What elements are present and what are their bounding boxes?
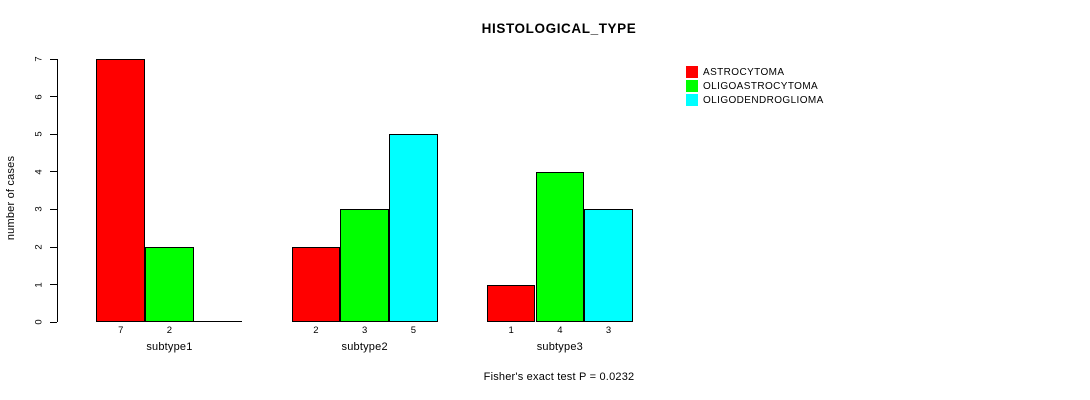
legend-swatch-icon <box>686 80 698 92</box>
bar-subtype2-astrocytoma <box>291 247 341 323</box>
y-tick-label: 4 <box>33 169 45 175</box>
y-tick-label: 2 <box>33 244 45 250</box>
y-axis-label: number of cases <box>5 155 17 241</box>
bar-value-label: 2 <box>166 325 173 337</box>
group-label-subtype1: subtype1 <box>146 341 193 354</box>
y-axis-tick <box>50 284 57 286</box>
chart-title: HISTOLOGICAL_TYPE <box>481 21 637 36</box>
y-axis-tick <box>50 96 57 98</box>
legend-row-oligoastrocytoma: OLIGOASTROCYTOMA <box>686 79 824 93</box>
y-axis-tick <box>50 133 57 135</box>
zero-height-bar-subtype1-oligodendroglioma <box>193 321 243 323</box>
y-tick-label: 3 <box>33 206 45 213</box>
y-tick-label: 5 <box>33 131 45 137</box>
bar-subtype2-oligodendroglioma <box>389 134 438 323</box>
y-axis-line <box>57 59 58 323</box>
y-tick-label: 1 <box>33 281 45 288</box>
y-axis-tick <box>50 58 57 60</box>
legend-label: OLIGODENDROGLIOMA <box>703 94 824 106</box>
group-label-subtype2: subtype2 <box>341 341 388 354</box>
bar-value-label: 2 <box>313 325 319 337</box>
y-axis-tick <box>50 321 57 323</box>
bar-subtype3-oligoastrocytoma <box>535 171 585 323</box>
bar-value-label: 5 <box>410 325 416 337</box>
y-tick-label: 6 <box>33 93 45 100</box>
bar-subtype1-astrocytoma <box>96 59 146 323</box>
y-tick-label: 0 <box>33 319 45 325</box>
bar-subtype3-oligodendroglioma <box>584 209 633 323</box>
bar-subtype3-astrocytoma <box>486 284 536 323</box>
y-axis-tick <box>50 246 57 248</box>
bar-value-label: 3 <box>361 325 368 337</box>
legend-swatch-icon <box>686 94 698 106</box>
stat-test-caption: Fisher's exact test P = 0.0232 <box>483 371 635 383</box>
legend-row-astrocytoma: ASTROCYTOMA <box>686 65 824 79</box>
legend-label: OLIGOASTROCYTOMA <box>703 80 819 92</box>
bar-value-label: 3 <box>605 325 612 337</box>
bar-subtype2-oligoastrocytoma <box>340 209 389 323</box>
bar-value-label: 4 <box>557 325 563 337</box>
y-axis-tick <box>50 208 57 210</box>
legend-row-oligodendroglioma: OLIGODENDROGLIOMA <box>686 93 824 107</box>
group-label-subtype3: subtype3 <box>536 341 583 354</box>
legend-swatch-icon <box>686 66 698 78</box>
y-tick-label: 7 <box>33 56 45 62</box>
legend: ASTROCYTOMA OLIGOASTROCYTOMA OLIGODENDROGL… <box>686 65 824 107</box>
legend-label: ASTROCYTOMA <box>703 66 785 78</box>
y-axis-tick <box>50 171 57 173</box>
bar-value-label: 1 <box>508 325 514 337</box>
bar-subtype1-oligoastrocytoma <box>145 247 194 323</box>
bar-value-label: 7 <box>118 325 124 337</box>
